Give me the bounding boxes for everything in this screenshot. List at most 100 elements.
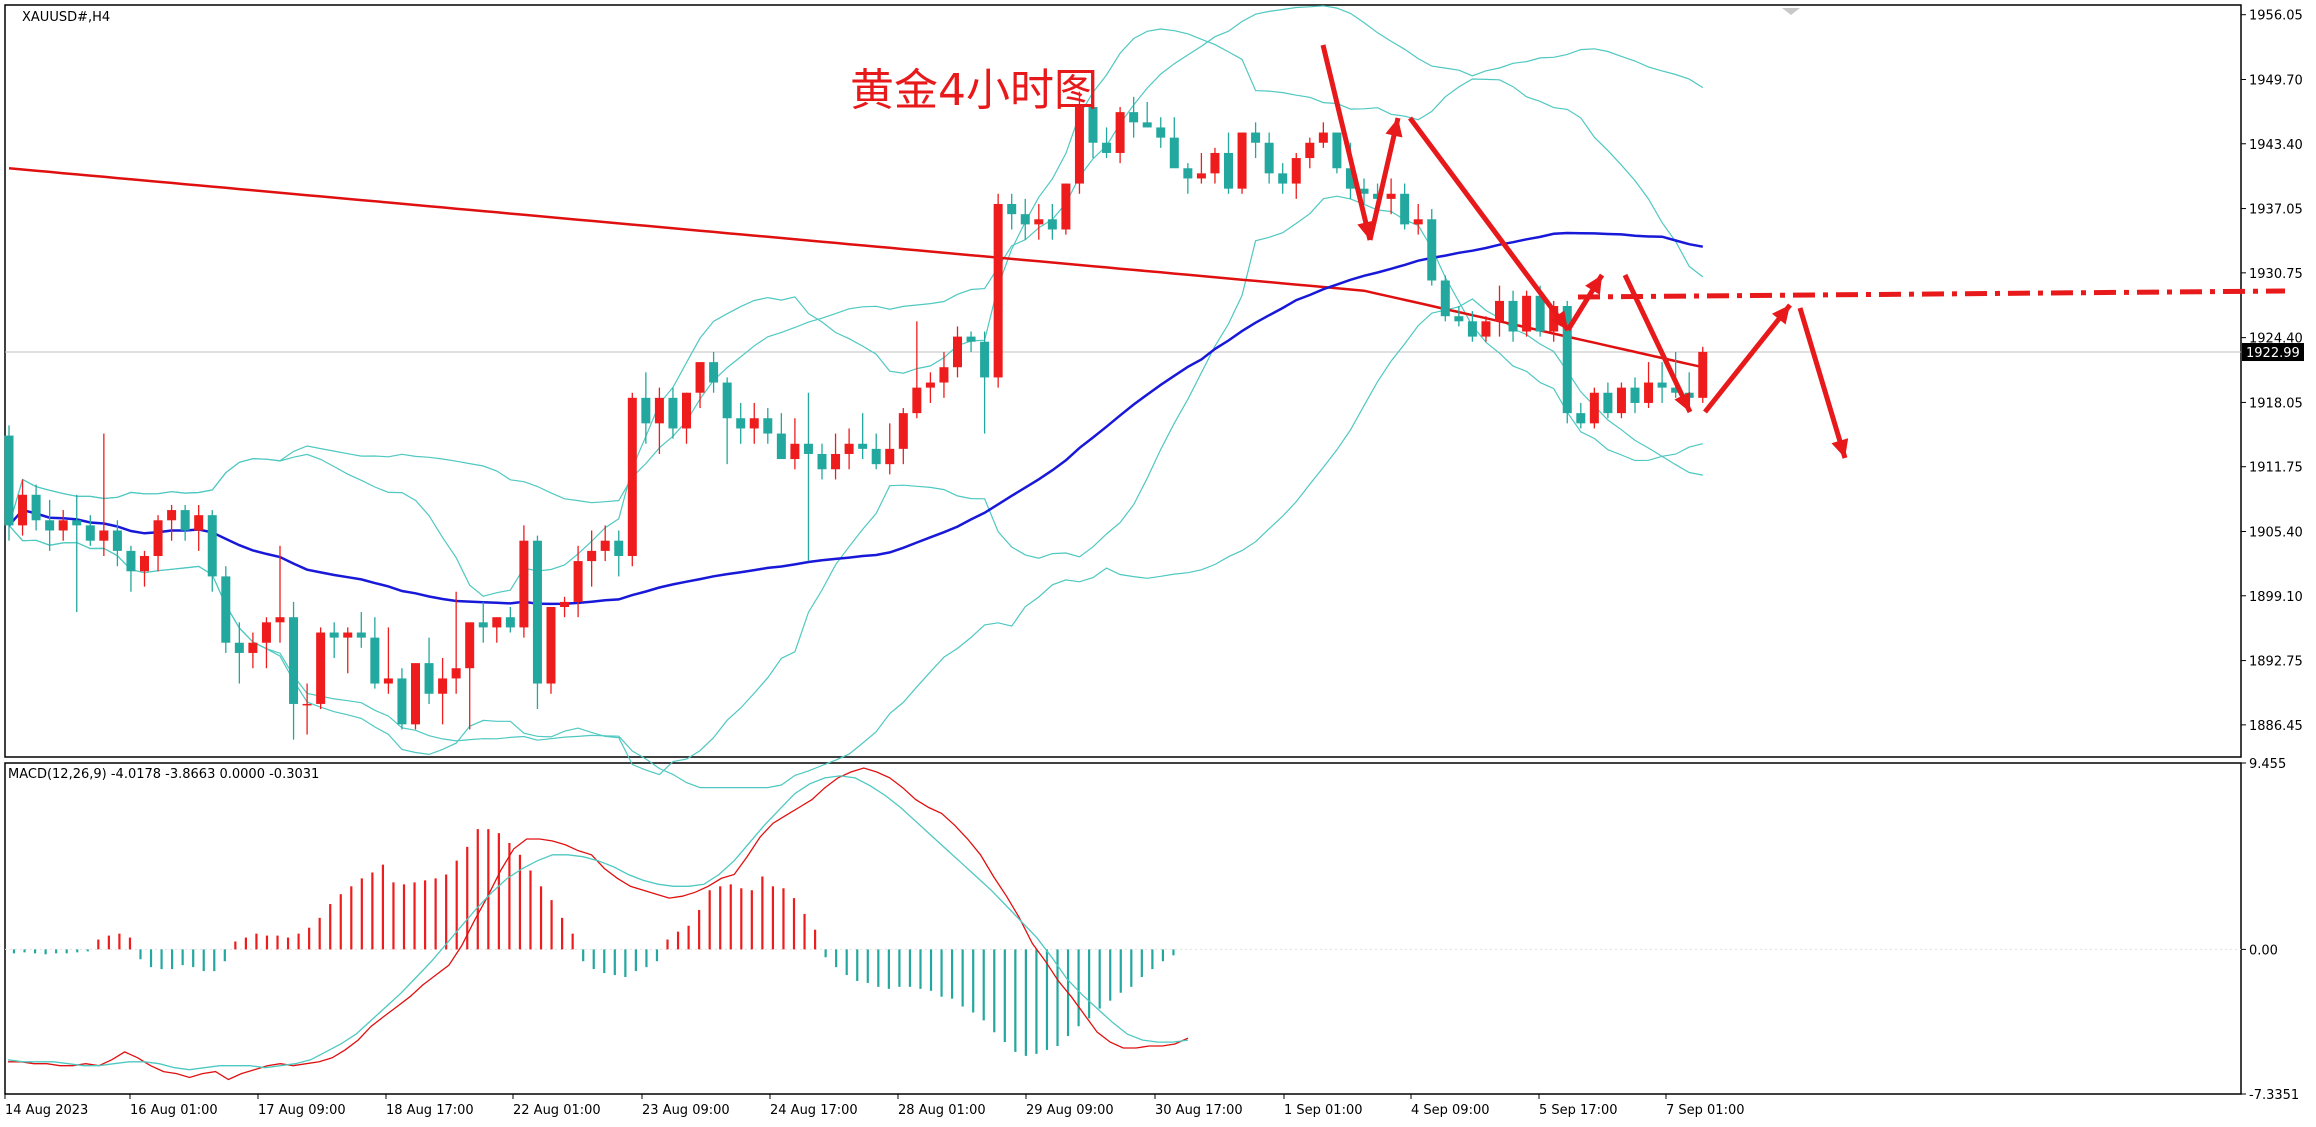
candle-body [72, 520, 82, 526]
arrow-up-2-head-icon [1585, 275, 1602, 295]
arrow-up-1-head-icon [1385, 118, 1403, 138]
candle-body [1074, 107, 1084, 184]
candle-body [140, 555, 149, 572]
candle-body [424, 663, 434, 694]
candle-body [465, 622, 475, 669]
x-tick-label: 5 Sep 17:00 [1539, 1103, 1618, 1118]
x-tick-label: 30 Aug 17:00 [1155, 1103, 1243, 1118]
candle-body [1359, 188, 1369, 194]
candle-body [289, 617, 299, 704]
candle-body [1129, 112, 1139, 123]
candle-body [600, 540, 610, 551]
candle-body [1278, 173, 1288, 184]
candle-body [980, 341, 990, 378]
candle-body [1169, 137, 1179, 169]
x-tick-label: 16 Aug 01:00 [130, 1103, 218, 1118]
candle-body [112, 530, 122, 551]
candle-body [58, 520, 68, 531]
candle-body [1630, 387, 1640, 403]
candle-body [207, 515, 217, 577]
x-tick-label: 7 Sep 01:00 [1666, 1103, 1745, 1118]
candle-body [1603, 392, 1613, 414]
macd-line [8, 767, 1189, 1081]
candle-body [871, 448, 881, 465]
candle-body [668, 397, 678, 429]
candle-body [261, 622, 271, 643]
candle-body [1264, 142, 1274, 174]
macd-signal-line [7, 775, 1189, 1071]
candle-body [953, 336, 962, 368]
candle-body [925, 382, 935, 388]
macd-y-tick-label: 9.455 [2249, 757, 2286, 772]
candle-body [1224, 152, 1233, 189]
candle-body [1522, 295, 1532, 332]
x-tick-label: 23 Aug 09:00 [642, 1103, 730, 1118]
axes: 1956.05 1949.70 1943.40 1937.05 1930.75 1924.… [4, 9, 2304, 1118]
candle-body [858, 443, 868, 449]
candle-body [85, 525, 95, 541]
x-tick-label: 29 Aug 09:00 [1026, 1103, 1114, 1118]
candle-body [749, 418, 759, 429]
candle-body [492, 617, 502, 628]
candle-body [560, 601, 570, 608]
arrow-down-4 [1797, 307, 1848, 459]
scroll-marker-icon [1782, 8, 1800, 15]
chart-title: 黄金4小时图 [850, 65, 1098, 116]
candle-body [1034, 219, 1044, 225]
candle-body [654, 397, 664, 424]
x-tick-label: 24 Aug 17:00 [770, 1103, 858, 1118]
candle-body [478, 622, 488, 628]
x-tick-label: 18 Aug 17:00 [386, 1103, 474, 1118]
candle-body [1088, 107, 1098, 143]
candle-body [885, 448, 895, 465]
candle-body [1251, 132, 1261, 143]
candle-body [939, 367, 949, 383]
macd-label: MACD(12,26,9) -4.0178 -3.8663 0.0000 -0.… [8, 767, 319, 782]
candle-body [1698, 351, 1708, 398]
candle-body [316, 632, 326, 704]
candle-body [790, 443, 800, 460]
candle-body [343, 632, 353, 638]
candle-body [180, 510, 190, 531]
candle-body [1427, 219, 1437, 281]
candle-body [126, 550, 136, 572]
candle-body [438, 678, 448, 694]
candle-body [1183, 168, 1193, 179]
candle-body [519, 540, 529, 628]
y-tick-label: 1930.75 [2249, 267, 2303, 282]
arrow-down-3-head-icon [1674, 392, 1691, 412]
candle-body [532, 540, 542, 684]
arrow-down-1 [1320, 44, 1373, 241]
candle-body [763, 418, 773, 434]
candle-body [505, 617, 515, 628]
candle-body [1576, 413, 1586, 424]
candle-body [167, 510, 177, 521]
x-tick-label: 22 Aug 01:00 [513, 1103, 601, 1118]
x-tick-label: 17 Aug 09:00 [258, 1103, 346, 1118]
candle-body [99, 530, 109, 541]
candle-body [1291, 158, 1301, 184]
arrow-down-4-head-icon [1831, 438, 1849, 458]
candle-body [1156, 127, 1166, 138]
candle-body [1454, 316, 1464, 322]
candle-body [383, 678, 393, 684]
candle-body [153, 520, 163, 556]
candle-body [1589, 392, 1599, 424]
candle-body [1657, 382, 1667, 388]
y-tick-label: 1918.05 [2249, 396, 2303, 411]
candle-body [695, 362, 705, 393]
candle-body [370, 637, 380, 684]
y-tick-label: 1886.45 [2249, 719, 2303, 734]
y-tick-label: 1956.05 [2249, 9, 2303, 24]
candle-body [1671, 387, 1681, 393]
annotations [1320, 44, 2286, 459]
candle-body [817, 453, 827, 470]
candle-body [1115, 112, 1125, 153]
candle-body [31, 494, 41, 521]
candle-body [234, 642, 244, 653]
candle-body [329, 632, 339, 638]
candle-body [573, 561, 583, 602]
macd-panel [7, 767, 1189, 1081]
candle-body [1467, 321, 1477, 337]
candle-body [627, 397, 637, 556]
